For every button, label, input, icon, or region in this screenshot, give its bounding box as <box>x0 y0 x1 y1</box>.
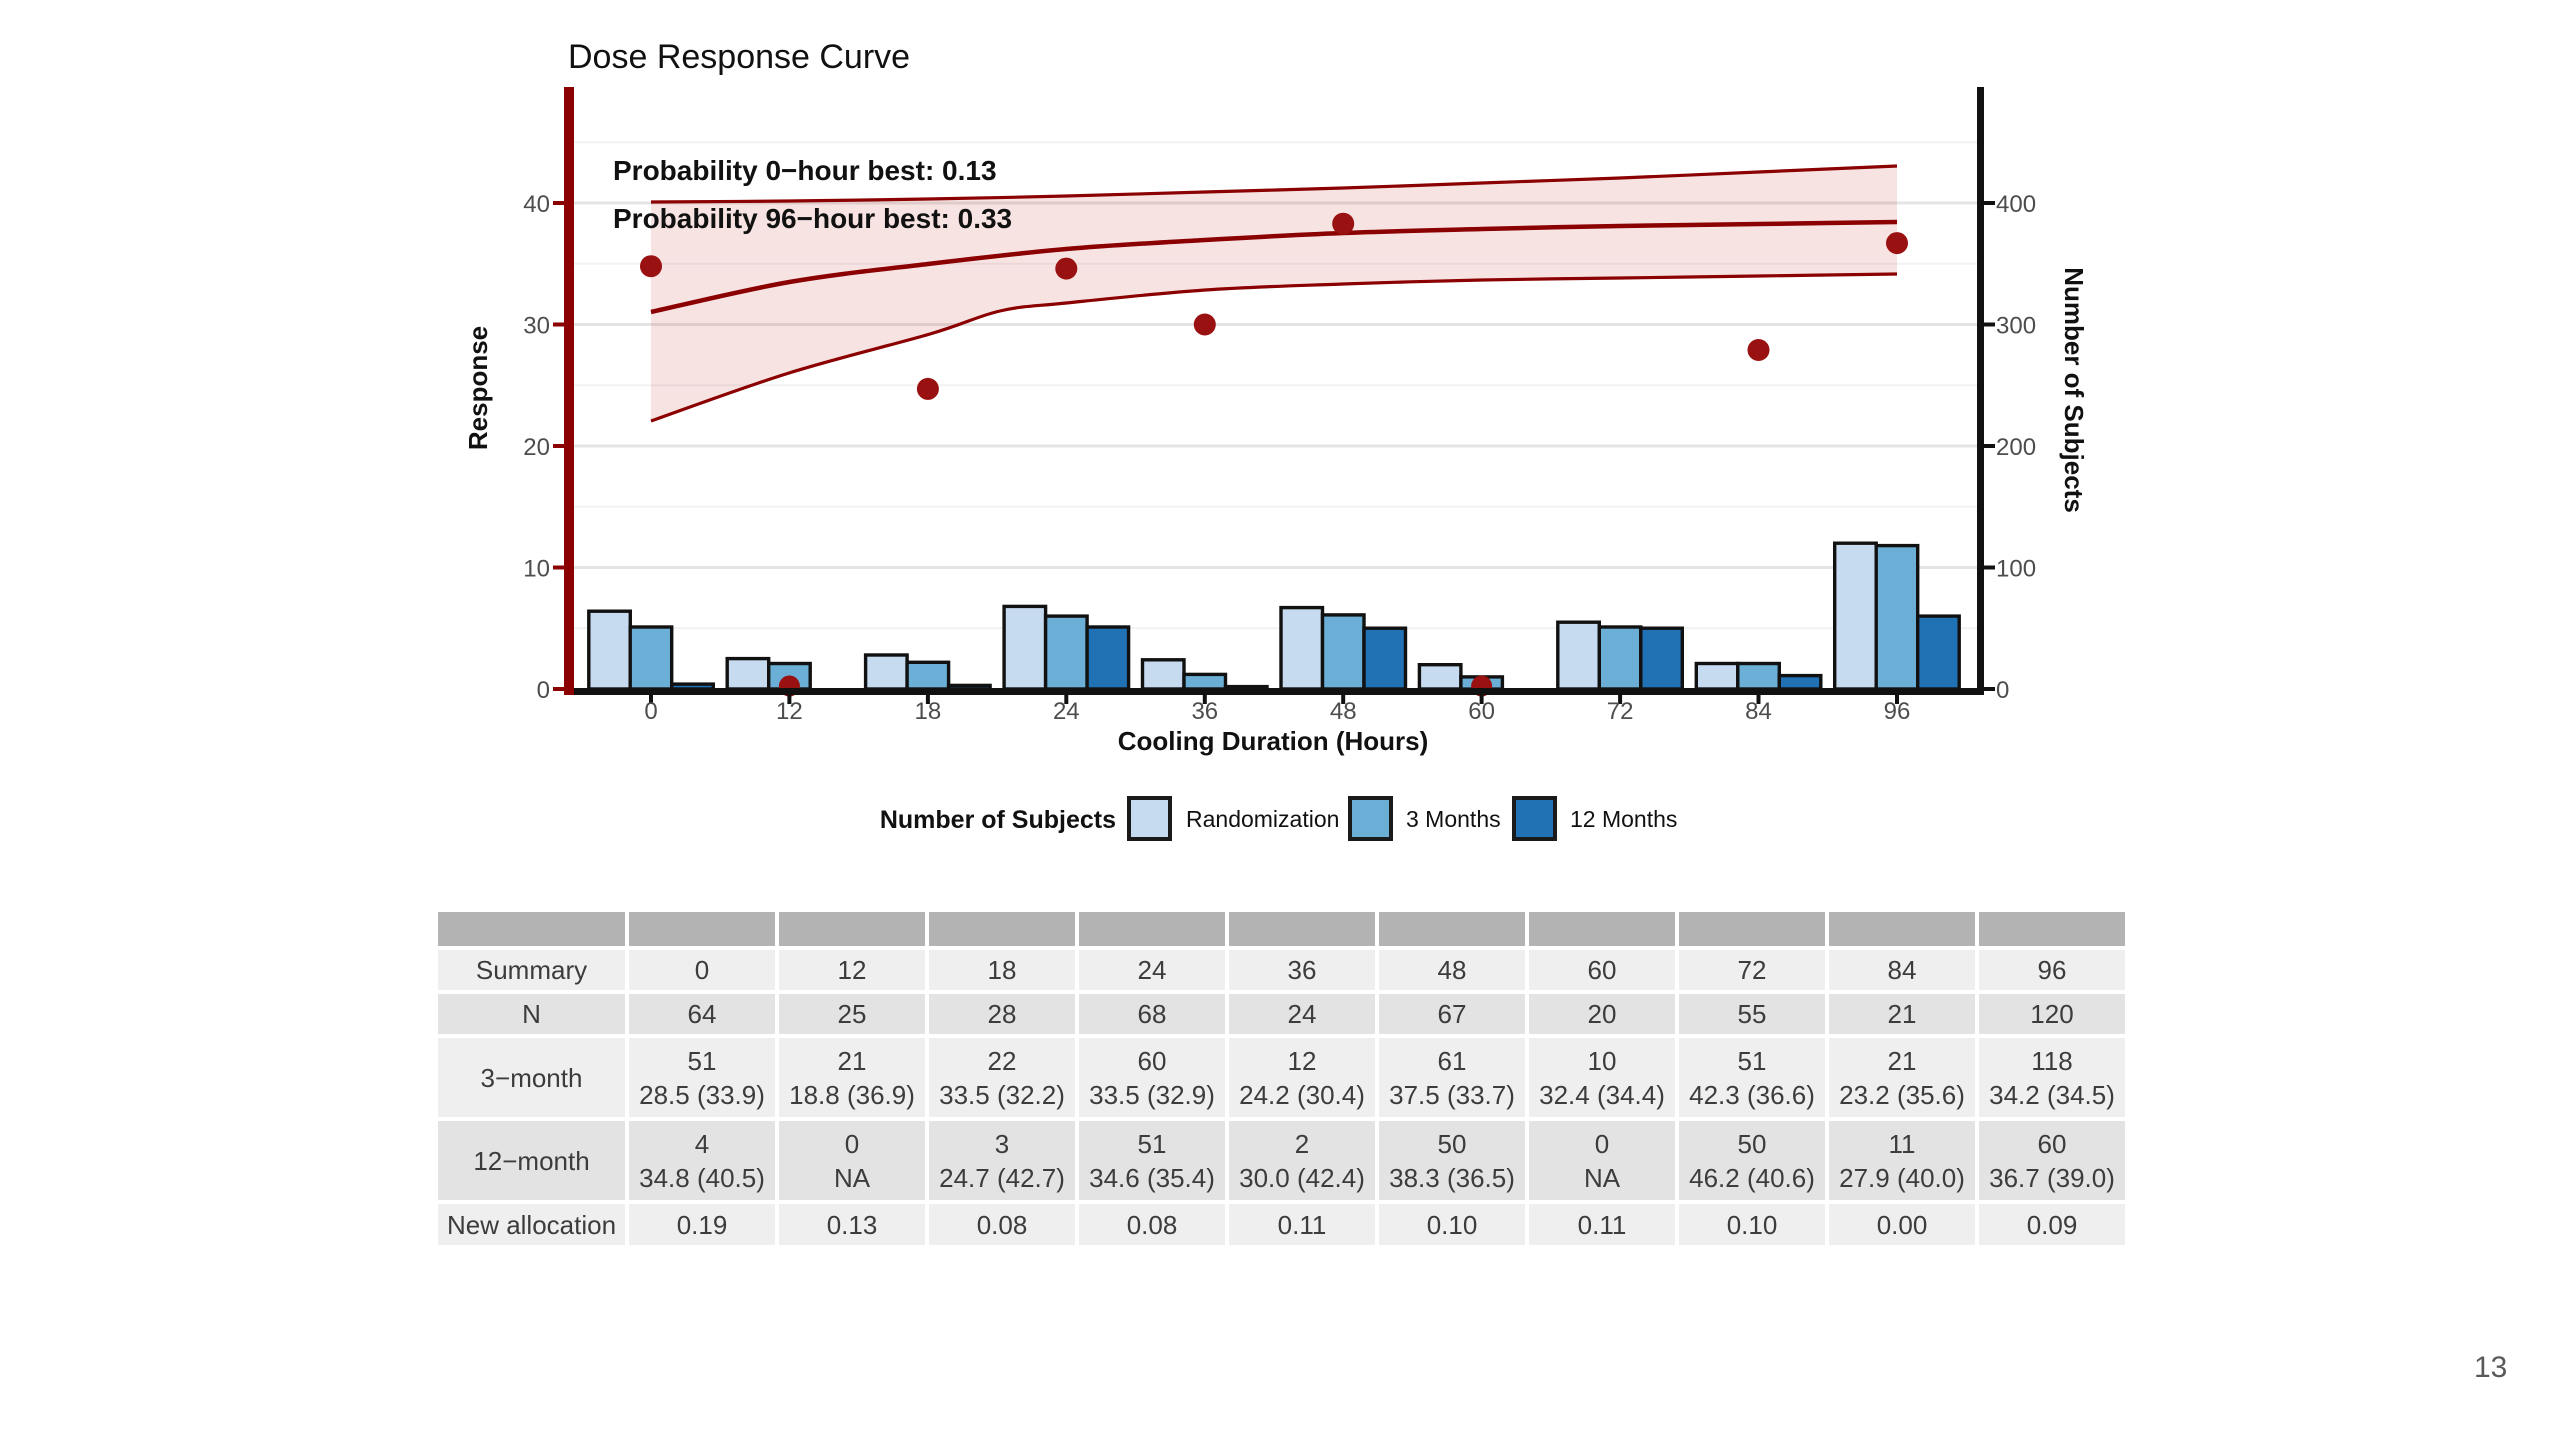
svg-text:Number of Subjects: Number of Subjects <box>880 806 1116 834</box>
svg-text:12: 12 <box>776 698 803 725</box>
svg-text:18: 18 <box>915 698 942 725</box>
svg-text:Dose Response Curve: Dose Response Curve <box>568 38 910 76</box>
svg-text:Probability 0−hour best: 0.13: Probability 0−hour best: 0.13 <box>613 155 997 186</box>
svg-text:40: 40 <box>523 191 550 218</box>
svg-text:Response: Response <box>463 326 493 450</box>
svg-text:20: 20 <box>523 434 550 461</box>
svg-text:0: 0 <box>1996 677 2009 704</box>
svg-text:Cooling Duration (Hours): Cooling Duration (Hours) <box>1118 726 1429 756</box>
svg-text:0: 0 <box>644 698 657 725</box>
svg-text:Number of Subjects: Number of Subjects <box>2059 267 2089 513</box>
svg-text:48: 48 <box>1330 698 1357 725</box>
svg-text:10: 10 <box>523 556 550 583</box>
svg-text:Probability 96−hour best: 0.33: Probability 96−hour best: 0.33 <box>613 203 1012 234</box>
svg-text:36: 36 <box>1191 698 1218 725</box>
svg-text:60: 60 <box>1468 698 1495 725</box>
svg-text:Randomization: Randomization <box>1186 806 1339 832</box>
svg-text:24: 24 <box>1053 698 1080 725</box>
svg-text:96: 96 <box>1884 698 1911 725</box>
svg-text:300: 300 <box>1996 313 2036 340</box>
svg-text:30: 30 <box>523 313 550 340</box>
svg-text:400: 400 <box>1996 191 2036 218</box>
svg-text:100: 100 <box>1996 556 2036 583</box>
svg-text:0: 0 <box>537 677 550 704</box>
svg-text:200: 200 <box>1996 434 2036 461</box>
svg-text:84: 84 <box>1745 698 1772 725</box>
svg-text:72: 72 <box>1607 698 1634 725</box>
svg-text:12 Months: 12 Months <box>1570 806 1677 832</box>
svg-text:3 Months: 3 Months <box>1406 806 1501 832</box>
